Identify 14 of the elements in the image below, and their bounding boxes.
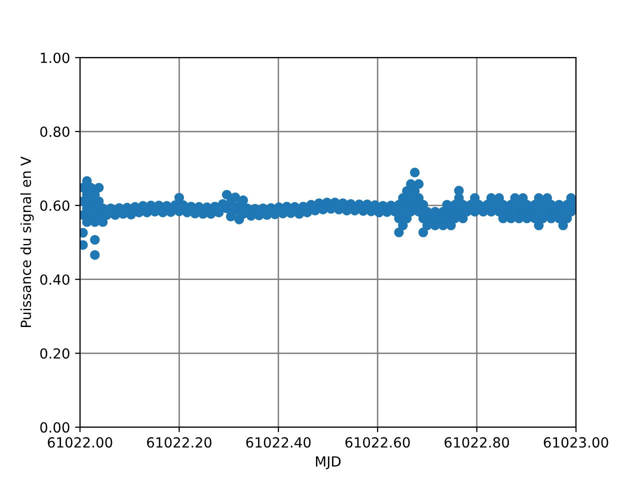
x-axis-title: MJD bbox=[316, 456, 341, 470]
x-tick-label: 61022.00 bbox=[48, 437, 112, 448]
x-tick-label: 61022.40 bbox=[246, 437, 311, 448]
x-tick-label: 61022.20 bbox=[147, 437, 212, 448]
y-tick-label: 0.40 bbox=[40, 274, 70, 285]
y-tick-label: 0.60 bbox=[40, 200, 70, 211]
y-tick-label: 1.00 bbox=[40, 52, 70, 64]
x-tick-label: 61022.80 bbox=[444, 437, 510, 448]
x-tick-label: 61023.00 bbox=[544, 437, 608, 448]
y-tick-label: 0.20 bbox=[40, 348, 70, 359]
y-axis-title: Puissance du signal en V bbox=[20, 156, 34, 328]
y-tick-label: 0.00 bbox=[40, 422, 70, 433]
x-tick-label: 61022.60 bbox=[345, 437, 410, 448]
y-tick-label: 0.80 bbox=[40, 126, 70, 137]
